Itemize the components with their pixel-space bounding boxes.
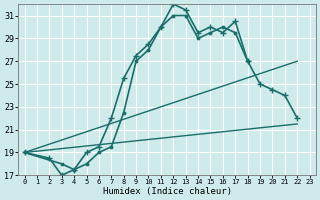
X-axis label: Humidex (Indice chaleur): Humidex (Indice chaleur) xyxy=(103,187,232,196)
